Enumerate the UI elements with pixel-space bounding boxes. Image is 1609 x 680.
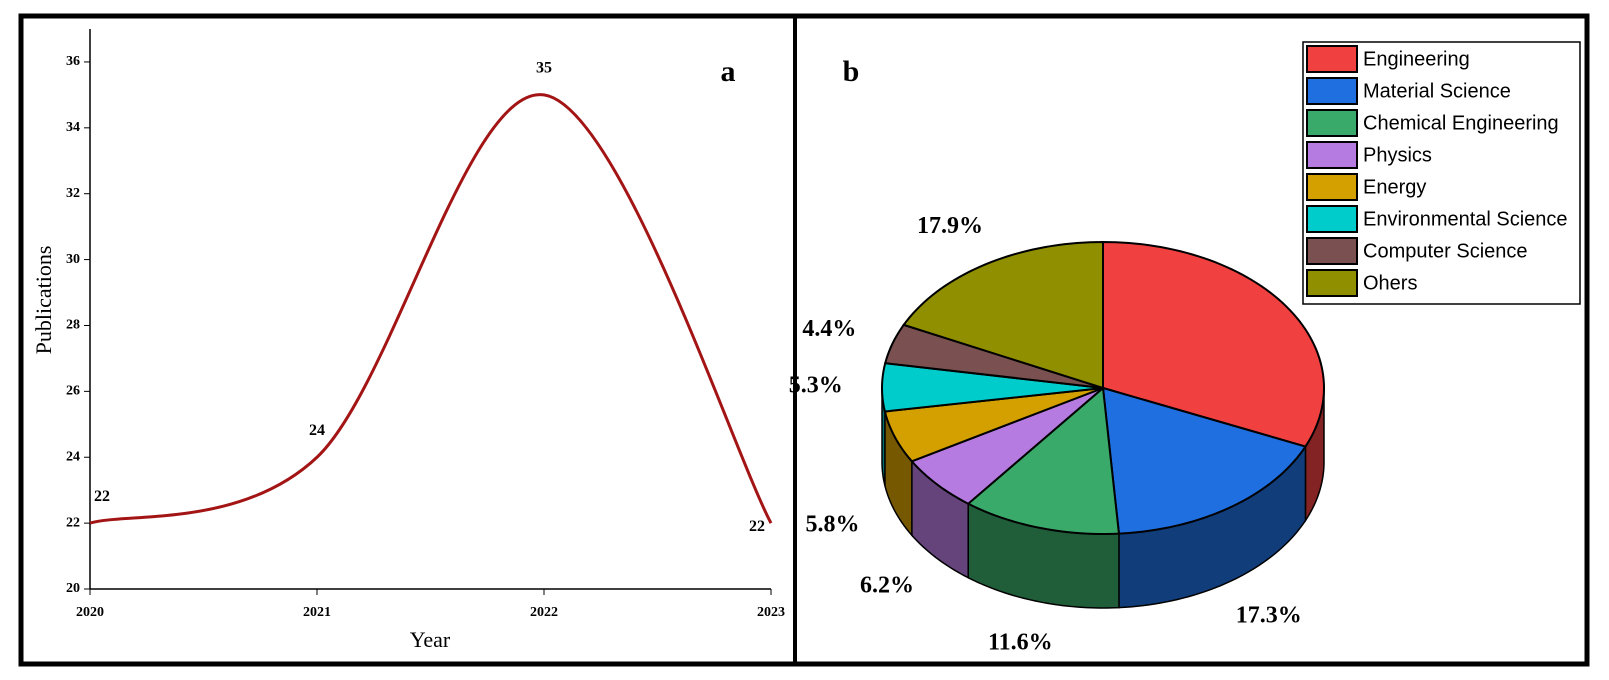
y-tick-label: 34 [66,120,80,135]
pie-slice [881,362,1104,413]
legend-label: Ohers [1363,272,1417,294]
y-tick-label: 28 [66,318,80,333]
panel-label: b [843,55,860,88]
legend-swatch [1306,45,1358,73]
data-label: 22 [94,488,110,505]
data-label: 35 [536,60,552,77]
legend-label: Energy [1363,176,1426,198]
legend-swatch [1306,269,1358,297]
panel-label: a [721,55,736,88]
legend-swatch [1306,141,1358,169]
y-axis-title: Publications [31,246,56,355]
legend-swatch [1306,109,1358,137]
pct-label: 5.3% [789,373,843,399]
frame [18,13,1590,667]
x-tick-label: 2022 [530,605,558,620]
x-axis-title: Year [410,627,451,652]
x-tick-label: 2020 [76,605,104,620]
legend-label: Environmental Science [1363,208,1568,230]
pie-slice [1102,240,1326,448]
legend-label: Engineering [1363,48,1470,70]
legend-swatch [1306,237,1358,265]
pie-slice [883,323,1104,389]
pct-label: 5.8% [805,511,859,537]
x-tick-label: 2023 [757,605,785,620]
y-tick-label: 20 [66,581,80,596]
y-tick-label: 26 [66,384,80,399]
pct-label: 17.9% [917,213,983,239]
y-tick-label: 30 [66,252,80,267]
pie-slice [1101,386,1308,535]
pct-label: 6.2% [860,573,914,599]
pct-label: 4.4% [802,316,856,342]
legend-label: Computer Science [1363,240,1528,262]
legend-swatch [1306,205,1358,233]
legend-label: Chemical Engineering [1363,112,1559,134]
pie-slice [966,386,1121,535]
y-tick-label: 36 [66,54,80,69]
y-tick-label: 22 [66,515,80,530]
pie-slice [902,240,1104,390]
data-label: 22 [749,518,765,535]
pie-slice [910,387,1104,505]
legend-swatch [1306,77,1358,105]
legend-label: Material Science [1363,80,1511,102]
legend-swatch [1306,173,1358,201]
legend-label: Physics [1363,144,1432,166]
line [89,93,773,525]
y-tick-label: 32 [66,186,80,201]
y-tick-label: 24 [66,449,80,464]
x-tick-label: 2021 [303,605,331,620]
pct-label: 11.6% [988,629,1053,655]
data-label: 24 [309,422,325,439]
pct-label: 17.3% [1236,603,1302,629]
